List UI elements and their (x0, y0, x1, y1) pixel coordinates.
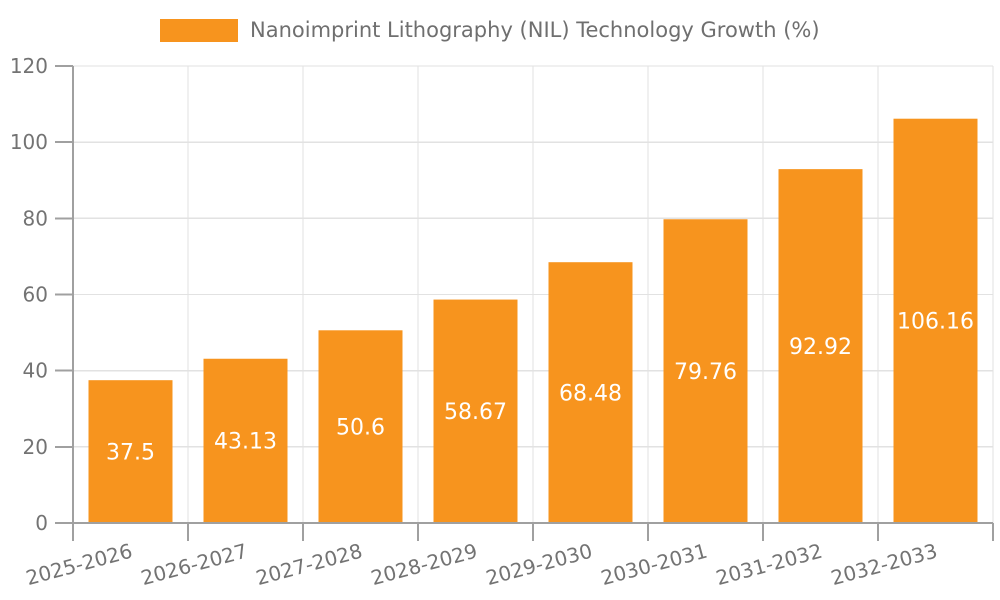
bar[interactable] (433, 299, 518, 523)
x-tick-label: 2026-2027 (138, 539, 250, 590)
x-tick-label: 2025-2026 (23, 539, 135, 590)
bar-value-label: 106.16 (897, 310, 974, 335)
bar-value-label: 92.92 (789, 335, 852, 360)
x-tick-label: 2032-2033 (828, 539, 940, 590)
x-tick-label: 2031-2032 (713, 539, 825, 590)
chart-legend[interactable]: Nanoimprint Lithography (NIL) Technology… (160, 18, 820, 42)
y-tick-label: 60 (23, 283, 48, 307)
x-tick-label: 2030-2031 (598, 539, 710, 590)
bar[interactable] (318, 330, 403, 523)
bar-value-label: 58.67 (444, 400, 507, 425)
bar-value-label: 43.13 (214, 430, 277, 455)
bar-value-label: 37.5 (106, 440, 155, 465)
legend-swatch[interactable] (160, 18, 238, 42)
bar-value-label: 50.6 (336, 415, 385, 440)
y-tick-label: 20 (23, 435, 48, 459)
bar[interactable] (893, 118, 978, 523)
y-tick-label: 100 (10, 130, 48, 154)
bar[interactable] (88, 380, 173, 523)
y-tick-label: 40 (23, 359, 48, 383)
bar-value-label: 68.48 (559, 381, 622, 406)
x-tick-label: 2028-2029 (368, 539, 480, 590)
bar[interactable] (663, 219, 748, 524)
bar-value-label: 79.76 (674, 360, 737, 385)
legend-label[interactable]: Nanoimprint Lithography (NIL) Technology… (250, 18, 820, 42)
x-tick-label: 2029-2030 (483, 539, 595, 590)
x-tick-label: 2027-2028 (253, 539, 365, 590)
y-tick-label: 120 (10, 54, 48, 78)
bar[interactable] (778, 169, 863, 523)
bar[interactable] (548, 262, 633, 523)
y-tick-label: 80 (23, 206, 48, 230)
y-tick-label: 0 (35, 511, 48, 535)
bar[interactable] (203, 358, 288, 523)
